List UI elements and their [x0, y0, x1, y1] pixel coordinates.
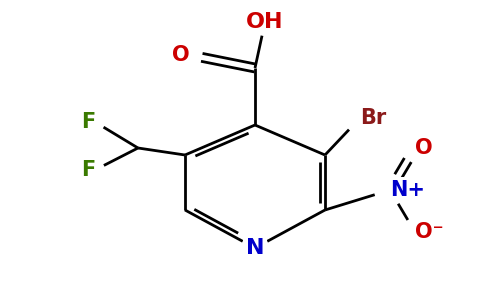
Text: N+: N+	[390, 180, 425, 200]
Text: F: F	[81, 160, 95, 180]
Text: O: O	[172, 45, 190, 65]
Text: O: O	[415, 138, 433, 158]
Text: O⁻: O⁻	[415, 222, 444, 242]
Text: F: F	[81, 112, 95, 132]
Text: OH: OH	[246, 12, 284, 32]
Text: N: N	[246, 238, 264, 258]
Text: Br: Br	[360, 108, 386, 128]
